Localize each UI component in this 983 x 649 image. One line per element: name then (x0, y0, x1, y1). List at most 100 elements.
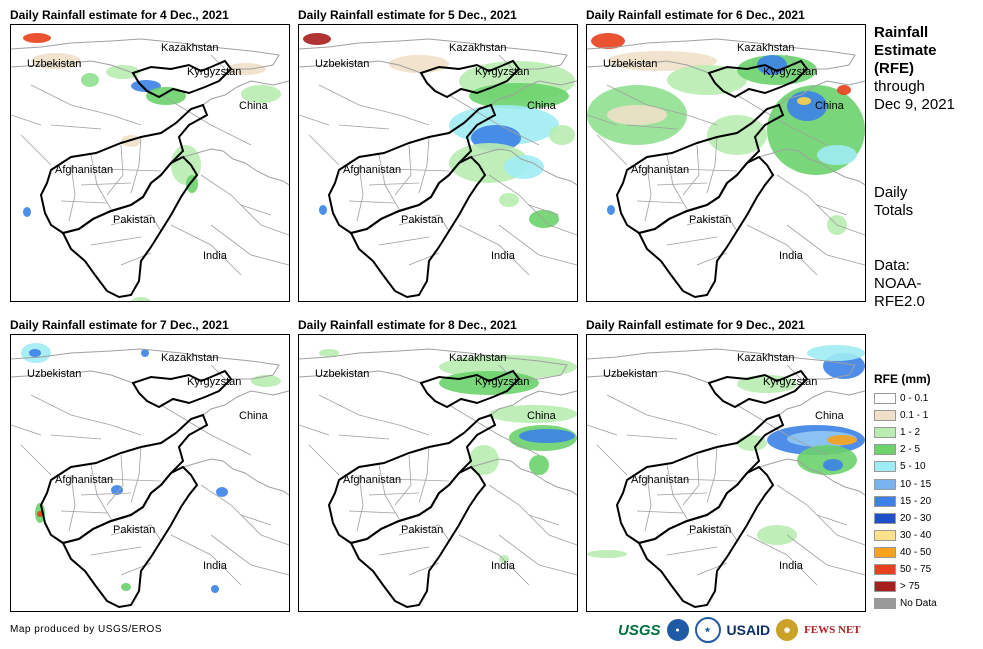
rainfall-map: Kazakhstan Uzbekistan Kyrgyzstan China Afgha… (298, 334, 578, 612)
rainfall-area (499, 193, 519, 207)
rainfall-area (216, 487, 228, 497)
rainfall-area (667, 65, 747, 95)
panel-title: Daily Rainfall estimate for 4 Dec., 2021 (10, 8, 229, 22)
legend-swatch (874, 598, 896, 610)
rainfall-area (81, 73, 99, 87)
focus-country-outline (349, 465, 487, 609)
legend-swatch (874, 581, 896, 593)
admin-boundary (606, 394, 718, 436)
admin-boundary (736, 94, 828, 146)
rainfall-area (607, 105, 667, 125)
admin-boundary (656, 492, 708, 496)
admin-boundary (30, 394, 142, 436)
admin-boundary (498, 224, 577, 266)
focus-country-outline (61, 465, 199, 609)
map-svg: Kazakhstan Uzbekistan Kyrgyzstan China Afgha… (11, 343, 289, 609)
admin-boundary (686, 524, 738, 542)
legend-label: 10 - 15 (900, 478, 932, 490)
admin-boundary (644, 474, 652, 532)
legend-label: 40 - 50 (900, 546, 932, 558)
legend-item: 0 - 0.1 (874, 390, 937, 407)
admin-boundary (90, 546, 142, 556)
admin-boundary (776, 174, 865, 236)
focus-country-outline (419, 369, 521, 409)
rainfall-area (827, 435, 857, 445)
country-label-afghanistan: Afghanistan (343, 164, 401, 176)
country-label-kyrgyzstan: Kyrgyzstan (187, 376, 241, 388)
admin-boundary (299, 424, 330, 436)
admin-boundary (666, 546, 718, 556)
admin-boundary (686, 214, 738, 232)
admin-boundary (418, 446, 430, 504)
admin-boundary (596, 444, 628, 476)
rainfall-area (529, 455, 549, 475)
rainfall-area (529, 210, 559, 228)
admin-boundary (318, 84, 430, 126)
rainfall-map: Kazakhstan Uzbekistan Kyrgyzstan China Afgha… (586, 24, 866, 302)
admin-boundary (368, 492, 420, 496)
country-boundary (778, 390, 865, 416)
admin-boundary (106, 144, 124, 196)
admin-boundary (160, 404, 252, 456)
country-label-pakistan: Pakistan (689, 524, 731, 536)
legend-swatch (874, 444, 896, 456)
country-label-afghanistan: Afghanistan (55, 474, 113, 486)
country-label-china: China (239, 100, 269, 112)
side-daily: Daily (874, 184, 908, 201)
rainfall-area (469, 445, 499, 475)
admin-boundary (448, 404, 540, 456)
rainfall-area (131, 297, 151, 301)
rainfall-area (141, 349, 149, 357)
country-label-pakistan: Pakistan (113, 524, 155, 536)
admin-boundary (106, 454, 124, 506)
country-label-india: India (779, 560, 804, 572)
admin-boundary (626, 434, 678, 440)
admin-boundary (786, 224, 865, 266)
country-label-uzbekistan: Uzbekistan (27, 368, 81, 380)
country-label-china: China (815, 100, 845, 112)
country-label-china: China (815, 410, 845, 422)
legend-swatch (874, 495, 896, 507)
admin-boundary (308, 134, 340, 166)
country-label-india: India (203, 560, 228, 572)
legend-swatch (874, 563, 896, 575)
focus-country-outline (707, 369, 809, 409)
admin-boundary (666, 154, 688, 210)
admin-boundary (378, 546, 430, 556)
admin-boundary (378, 464, 400, 520)
admin-boundary (488, 484, 577, 546)
map-svg: Kazakhstan Uzbekistan Kyrgyzstan China Afgha… (299, 33, 577, 299)
admin-boundary (110, 524, 162, 542)
noaa-logo-icon: ● (666, 619, 689, 641)
country-label-kyrgyzstan: Kyrgyzstan (763, 376, 817, 388)
legend-label: 0.1 - 1 (900, 410, 929, 422)
rainfall-area (37, 511, 43, 517)
rainfall-area (837, 85, 851, 95)
rainfall-area (146, 87, 186, 105)
country-boundary (182, 148, 289, 186)
country-boundary (202, 390, 289, 416)
legend-title: RFE (mm) (874, 372, 931, 386)
admin-boundary (528, 204, 560, 216)
admin-boundary (160, 94, 252, 146)
country-label-afghanistan: Afghanistan (343, 474, 401, 486)
admin-boundary (498, 534, 577, 576)
panel-title: Daily Rainfall estimate for 7 Dec., 2021 (10, 318, 229, 332)
legend-label: 1 - 2 (900, 427, 921, 439)
admin-boundary (170, 224, 242, 276)
admin-boundary (636, 200, 684, 204)
panel-title: Daily Rainfall estimate for 6 Dec., 2021 (586, 8, 805, 22)
admin-boundary (388, 478, 450, 482)
country-label-uzbekistan: Uzbekistan (603, 58, 657, 70)
country-label-afghanistan: Afghanistan (631, 474, 689, 486)
admin-boundary (676, 168, 738, 172)
country-boundary (182, 458, 289, 496)
country-label-india: India (491, 250, 516, 262)
country-label-pakistan: Pakistan (689, 214, 731, 226)
rainfall-area (823, 459, 843, 471)
admin-boundary (666, 464, 688, 520)
legend: RFE (mm) 0 - 0.1 0.1 - 1 1 - 2 2 - 5 5 - 10 1… (874, 372, 937, 612)
rainfall-area (251, 375, 281, 387)
legend-item: 5 - 10 (874, 458, 937, 475)
side-rainfall: Rainfall (874, 24, 929, 41)
